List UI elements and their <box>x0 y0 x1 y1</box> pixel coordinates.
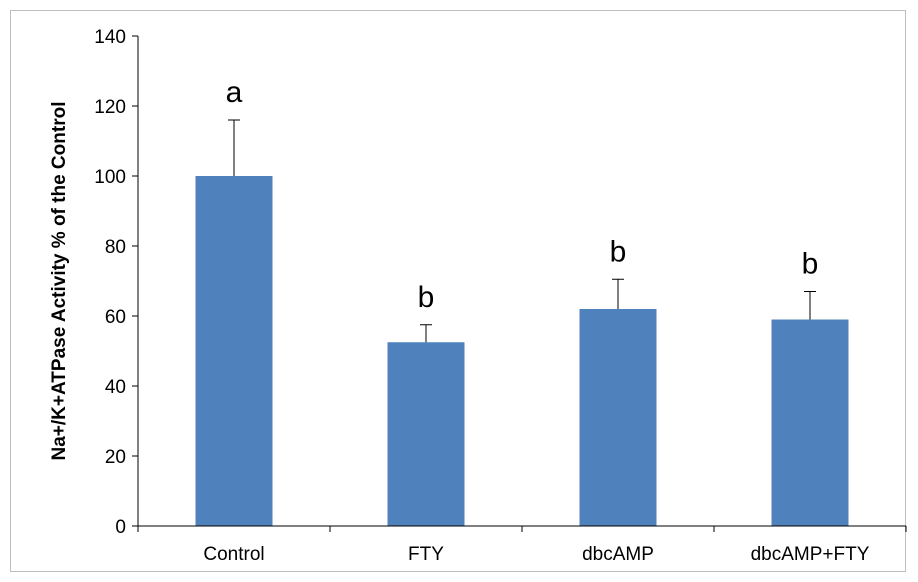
bar-chart: 0 20 40 60 80 100 120 140 a b b b Control FTY dbcAMP… <box>49 27 907 565</box>
y-axis-title: Na+/K+ATPase Activity % of the Control <box>49 102 70 461</box>
y-axis-ticks: 0 20 40 60 80 100 120 140 <box>94 27 138 538</box>
y-tick-label-3: 60 <box>105 307 126 328</box>
y-tick-label-4: 80 <box>105 237 126 258</box>
category-label-0: Control <box>203 544 264 565</box>
error-bars <box>228 119 816 343</box>
bar-3 <box>771 319 849 526</box>
y-tick-label-1: 20 <box>105 447 126 468</box>
significance-label-0: a <box>226 76 243 109</box>
bar-2 <box>579 309 657 526</box>
category-label-3: dbcAMP+FTY <box>751 544 870 565</box>
category-label-2: dbcAMP <box>582 544 654 565</box>
y-tick-label-2: 40 <box>105 377 126 398</box>
significance-label-1: b <box>418 281 435 314</box>
y-tick-label-6: 120 <box>94 97 126 118</box>
significance-label-3: b <box>802 248 819 281</box>
category-label-1: FTY <box>408 544 444 565</box>
y-tick-label-5: 100 <box>94 167 126 188</box>
bar-1 <box>387 342 465 526</box>
y-tick-label-0: 0 <box>115 517 126 538</box>
bar-0 <box>195 176 273 526</box>
significance-labels: a b b b <box>226 76 819 314</box>
y-tick-label-7: 140 <box>94 27 126 48</box>
significance-label-2: b <box>610 235 627 268</box>
category-labels: Control FTY dbcAMP dbcAMP+FTY <box>137 526 907 565</box>
chart-frame: 0 20 40 60 80 100 120 140 a b b b Control FTY dbcAMP… <box>10 10 907 572</box>
bars <box>195 176 849 526</box>
